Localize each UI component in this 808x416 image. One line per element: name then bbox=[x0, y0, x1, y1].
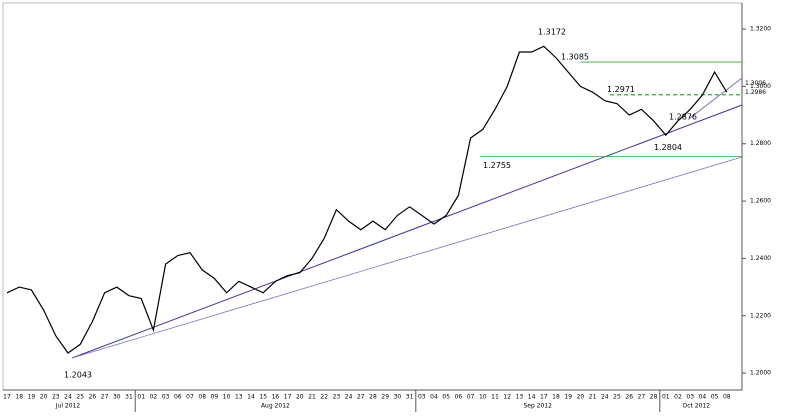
x-tick-label: 24 bbox=[345, 394, 353, 401]
x-tick-label: 20 bbox=[40, 394, 48, 401]
x-tick-label: 27 bbox=[101, 394, 109, 401]
x-tick-label: 05 bbox=[711, 394, 719, 401]
annotation: 1.2971 bbox=[607, 85, 635, 94]
x-tick-label: 31 bbox=[406, 394, 414, 401]
x-tick-label: 20 bbox=[577, 394, 585, 401]
x-tick-label: 30 bbox=[394, 394, 402, 401]
annotation: 1.3172 bbox=[538, 28, 566, 37]
x-tick-label: 23 bbox=[52, 394, 60, 401]
trend-line bbox=[71, 104, 743, 359]
x-tick-label: 02 bbox=[674, 394, 682, 401]
plot-frame bbox=[2, 2, 743, 391]
x-tick-label: 18 bbox=[552, 394, 560, 401]
x-tick-label: 08 bbox=[723, 394, 731, 401]
x-tick-label: 18 bbox=[15, 394, 23, 401]
trend-line bbox=[689, 77, 743, 119]
annotation: 1.2876 bbox=[669, 112, 697, 121]
x-tick-label: 24 bbox=[601, 394, 609, 401]
annotation: 1.3085 bbox=[561, 53, 589, 62]
x-tick-label: 14 bbox=[528, 394, 536, 401]
x-tick-label: 14 bbox=[247, 394, 255, 401]
y-tick-label: 1.2000 bbox=[750, 370, 771, 377]
x-tick-label: 08 bbox=[198, 394, 206, 401]
x-tick-label: 20 bbox=[296, 394, 304, 401]
x-tick-label: 01 bbox=[662, 394, 670, 401]
annotation: 1.2804 bbox=[654, 143, 682, 152]
x-tick-label: 28 bbox=[650, 394, 658, 401]
x-tick-label: 17 bbox=[284, 394, 292, 401]
x-tick-label: 28 bbox=[369, 394, 377, 401]
price-label: 1.3006 bbox=[745, 80, 766, 87]
x-tick-label: 13 bbox=[235, 394, 243, 401]
x-tick-label: 04 bbox=[430, 394, 438, 401]
x-tick-label: 25 bbox=[613, 394, 621, 401]
x-tick-label: 26 bbox=[89, 394, 97, 401]
x-tick-label: 10 bbox=[479, 394, 487, 401]
annotation: 1.2755 bbox=[483, 161, 511, 170]
x-tick-label: 16 bbox=[272, 394, 280, 401]
month-label: Aug 2012 bbox=[261, 403, 290, 410]
x-tick-label: 03 bbox=[162, 394, 170, 401]
x-tick-label: 27 bbox=[357, 394, 365, 401]
x-tick-label: 05 bbox=[442, 394, 450, 401]
x-tick-label: 29 bbox=[381, 394, 389, 401]
x-tick-label: 13 bbox=[516, 394, 524, 401]
x-tick-label: 09 bbox=[211, 394, 219, 401]
x-tick-label: 01 bbox=[137, 394, 145, 401]
x-tick-label: 17 bbox=[3, 394, 11, 401]
x-tick-label: 27 bbox=[638, 394, 646, 401]
y-tick-label: 1.2800 bbox=[750, 140, 771, 147]
x-tick-label: 22 bbox=[320, 394, 328, 401]
x-tick-label: 30 bbox=[113, 394, 121, 401]
y-tick-label: 1.2600 bbox=[750, 198, 771, 205]
x-tick-label: 21 bbox=[589, 394, 597, 401]
x-tick-label: 10 bbox=[223, 394, 231, 401]
y-tick-label: 1.3000 bbox=[750, 83, 771, 90]
x-tick-label: 06 bbox=[174, 394, 182, 401]
x-tick-label: 19 bbox=[564, 394, 572, 401]
month-label: Oct 2012 bbox=[683, 403, 711, 410]
x-tick-label: 21 bbox=[308, 394, 316, 401]
x-tick-label: 26 bbox=[625, 394, 633, 401]
x-tick-label: 12 bbox=[503, 394, 511, 401]
x-tick-label: 23 bbox=[333, 394, 341, 401]
x-tick-label: 19 bbox=[28, 394, 36, 401]
price-line bbox=[6, 45, 728, 354]
x-tick-label: 03 bbox=[418, 394, 426, 401]
x-tick-label: 24 bbox=[64, 394, 72, 401]
x-tick-label: 31 bbox=[125, 394, 133, 401]
x-tick-label: 25 bbox=[76, 394, 84, 401]
x-tick-label: 15 bbox=[259, 394, 267, 401]
month-label: Sep 2012 bbox=[523, 403, 552, 410]
x-tick-label: 07 bbox=[186, 394, 194, 401]
price-label: 1.2986 bbox=[745, 89, 766, 96]
y-tick-label: 1.3200 bbox=[750, 26, 771, 33]
x-tick-label: 11 bbox=[491, 394, 499, 401]
x-tick-label: 17 bbox=[540, 394, 548, 401]
x-tick-label: 07 bbox=[467, 394, 475, 401]
x-tick-label: 03 bbox=[686, 394, 694, 401]
y-tick-label: 1.2200 bbox=[750, 312, 771, 319]
x-tick-label: 02 bbox=[150, 394, 158, 401]
x-tick-label: 04 bbox=[699, 394, 707, 401]
month-label: Jul 2012 bbox=[55, 403, 81, 410]
y-tick-label: 1.2400 bbox=[750, 255, 771, 262]
annotation: 1.2043 bbox=[64, 370, 92, 379]
x-tick-label: 06 bbox=[455, 394, 463, 401]
trend-line bbox=[71, 156, 743, 359]
